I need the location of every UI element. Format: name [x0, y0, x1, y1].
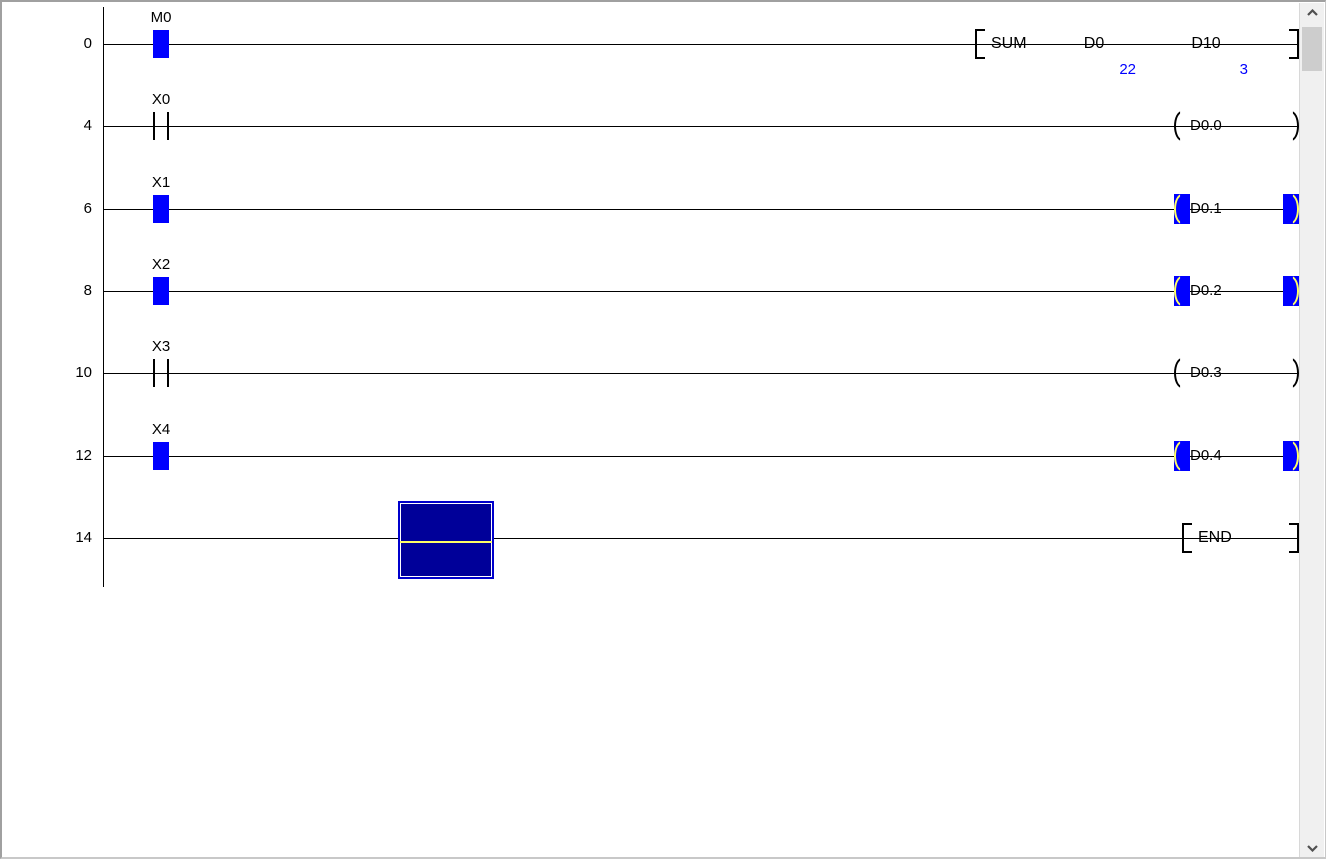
chevron-down-icon	[1306, 845, 1318, 852]
coil-d0-4[interactable]	[1174, 441, 1190, 471]
contact-bar-l	[153, 359, 155, 387]
contact-energized-block	[153, 30, 169, 58]
rung-step-number: 0	[83, 35, 92, 52]
coil-label: D0.1	[1190, 200, 1222, 217]
instruction-operand-value: 3	[1239, 61, 1248, 78]
rung-step-number: 4	[83, 117, 92, 134]
coil-d0-3[interactable]	[1174, 358, 1190, 388]
rung-step-number: 6	[83, 200, 92, 217]
instruction-bracket-right	[1289, 29, 1299, 59]
rung-step-number: 8	[83, 282, 92, 299]
coil-arc	[1174, 111, 1181, 141]
contact-label: X1	[151, 174, 171, 191]
contact-energized-block	[153, 277, 169, 305]
coil-label: D0.4	[1190, 447, 1222, 464]
selection-cursor[interactable]	[398, 501, 494, 579]
coil-right-terminal[interactable]	[1283, 111, 1299, 141]
contact-x3[interactable]	[146, 359, 176, 387]
left-power-rail	[103, 7, 104, 587]
coil-right-terminal[interactable]	[1283, 194, 1299, 224]
ladder-canvas[interactable]: 0 M0 SUM D0 22 D10 3 4 X0 D0.0 6 X1 D0.1 8 X2 D0.2 10 X3 D…	[2, 2, 1300, 857]
rung-step-number: 14	[75, 529, 92, 546]
rung-step-number: 12	[75, 447, 92, 464]
vertical-scrollbar[interactable]	[1299, 3, 1324, 857]
instruction-name[interactable]: SUM	[991, 35, 1027, 52]
instruction-bracket-right	[1289, 523, 1299, 553]
coil-right-terminal[interactable]	[1283, 276, 1299, 306]
instruction-name[interactable]: END	[1198, 529, 1232, 546]
contact-label: X3	[151, 338, 171, 355]
rung-wire	[103, 209, 1299, 210]
scroll-thumb[interactable]	[1302, 27, 1322, 71]
coil-right-terminal[interactable]	[1283, 441, 1299, 471]
contact-label: X0	[151, 91, 171, 108]
contact-label: X2	[151, 256, 171, 273]
instruction-bracket-left	[1182, 523, 1192, 553]
contact-x0[interactable]	[146, 112, 176, 140]
coil-arc	[1292, 111, 1299, 141]
coil-label: D0.3	[1190, 364, 1222, 381]
contact-x2[interactable]	[146, 277, 176, 305]
rung-step-number: 10	[75, 364, 92, 381]
contact-x1[interactable]	[146, 195, 176, 223]
instruction-operand-name[interactable]: D0	[1083, 35, 1105, 52]
rung-wire	[103, 373, 1299, 374]
coil-d0-1[interactable]	[1174, 194, 1190, 224]
scroll-up-button[interactable]	[1300, 3, 1324, 23]
instruction-operand-value: 22	[1119, 61, 1136, 78]
rung-wire	[103, 456, 1299, 457]
coil-label: D0.2	[1190, 282, 1222, 299]
instruction-operand-name[interactable]: D10	[1191, 35, 1221, 52]
instruction-bracket-left	[975, 29, 985, 59]
coil-d0-0[interactable]	[1174, 111, 1190, 141]
coil-arc	[1292, 358, 1299, 388]
coil-label: D0.0	[1190, 117, 1222, 134]
contact-bar-l	[153, 112, 155, 140]
cursor-centerline	[400, 541, 492, 543]
scroll-down-button[interactable]	[1300, 838, 1324, 857]
chevron-up-icon	[1306, 9, 1318, 16]
contact-energized-block	[153, 195, 169, 223]
contact-label: M0	[150, 9, 172, 26]
contact-m0[interactable]	[146, 30, 176, 58]
rung-wire	[103, 44, 1299, 45]
rung-wire	[103, 538, 1299, 539]
rung-wire	[103, 291, 1299, 292]
contact-bar-r	[167, 359, 169, 387]
contact-x4[interactable]	[146, 442, 176, 470]
scroll-track-top[interactable]	[1300, 23, 1324, 27]
coil-arc	[1174, 358, 1181, 388]
rung-wire	[103, 126, 1299, 127]
contact-bar-r	[167, 112, 169, 140]
coil-right-terminal[interactable]	[1283, 358, 1299, 388]
contact-energized-block	[153, 442, 169, 470]
contact-label: X4	[151, 421, 171, 438]
coil-d0-2[interactable]	[1174, 276, 1190, 306]
